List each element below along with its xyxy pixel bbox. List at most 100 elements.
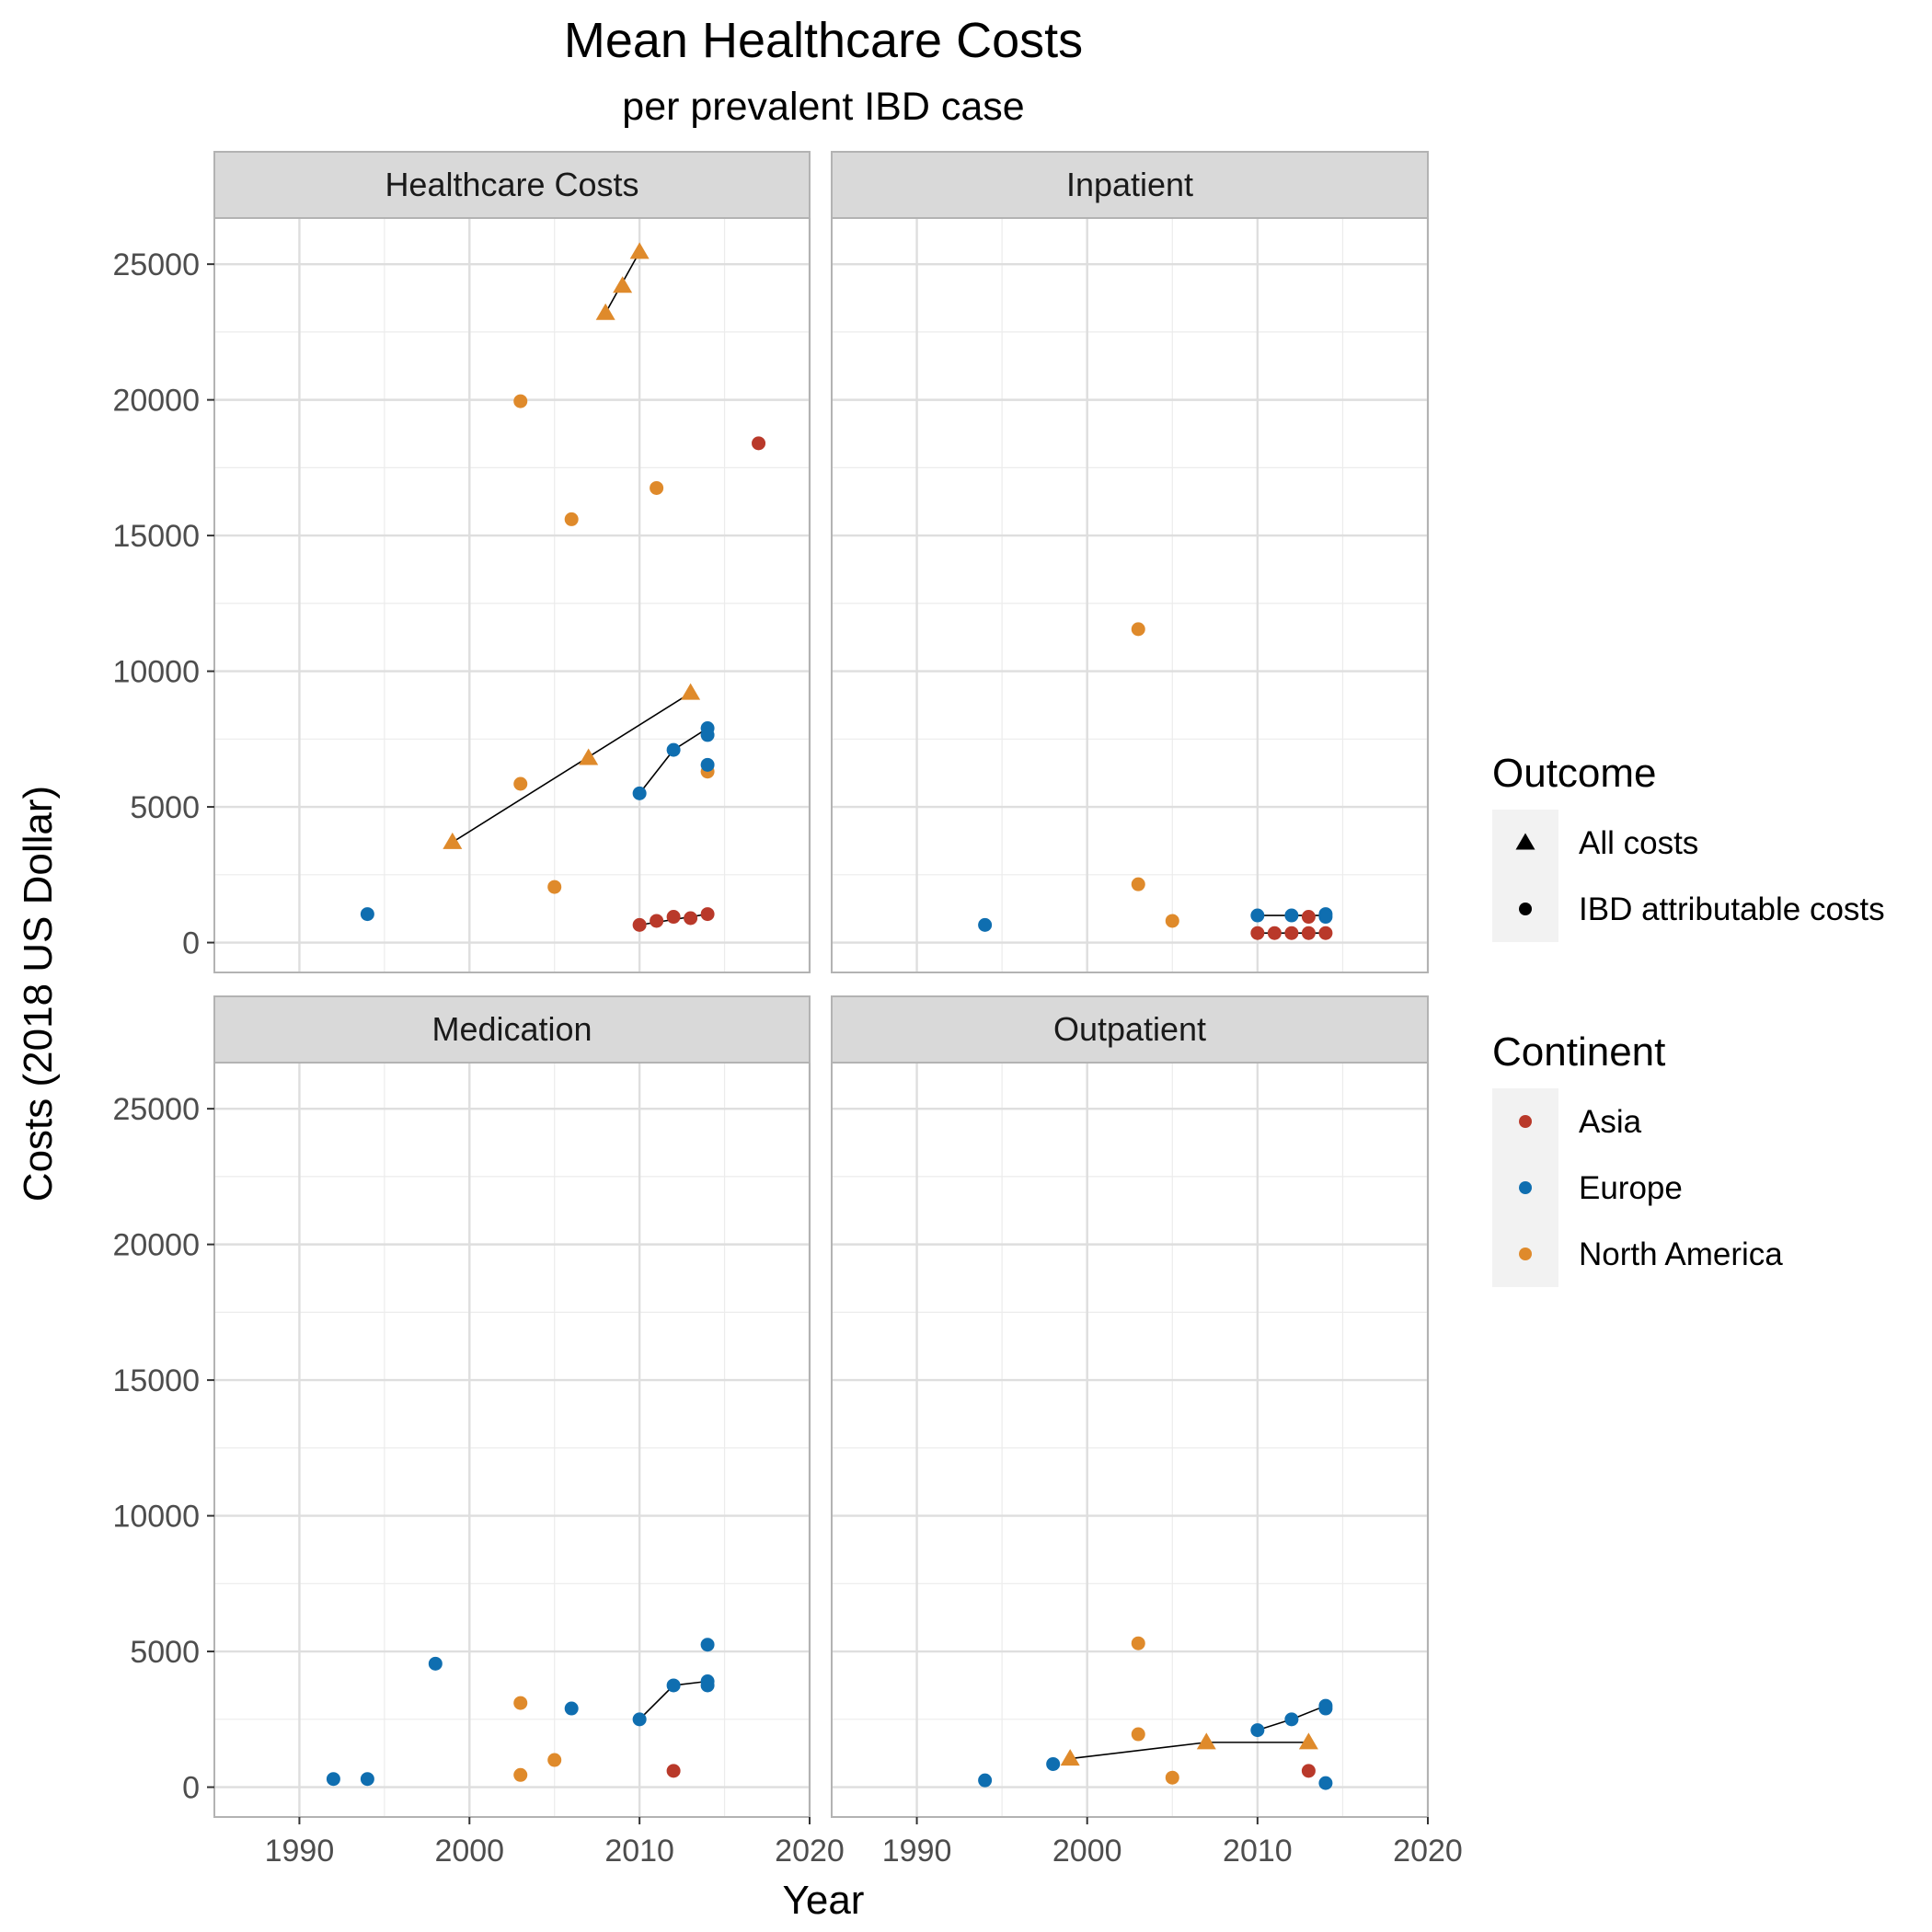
legend-title: Outcome bbox=[1492, 751, 1657, 796]
point-ibd-asia bbox=[632, 917, 647, 932]
point-all-costs-north-america bbox=[1060, 1749, 1080, 1766]
point-ibd-north-america bbox=[547, 880, 562, 894]
point-ibd-asia bbox=[1284, 926, 1299, 940]
legend-circle-symbol bbox=[1519, 1248, 1532, 1260]
point-ibd-north-america bbox=[547, 1753, 562, 1767]
point-ibd-europe bbox=[1250, 1723, 1265, 1738]
panel-border bbox=[213, 1062, 811, 1818]
point-ibd-europe bbox=[360, 907, 374, 922]
point-ibd-north-america bbox=[513, 1767, 528, 1782]
y-tick-label: 10000 bbox=[112, 1500, 200, 1535]
point-ibd-north-america bbox=[1131, 1727, 1145, 1742]
point-ibd-asia bbox=[666, 1764, 681, 1778]
point-all-costs-north-america bbox=[613, 276, 633, 293]
point-all-costs-north-america bbox=[1298, 1732, 1318, 1750]
legend-circle-symbol bbox=[1519, 903, 1532, 915]
point-all-costs-north-america bbox=[443, 832, 463, 849]
panel-background bbox=[214, 218, 810, 972]
y-tick-label: 10000 bbox=[112, 655, 200, 690]
facet-panels: Healthcare Costs 0 5000 10000 15000 20000 2500… bbox=[112, 151, 1463, 1869]
point-ibd-europe bbox=[666, 1678, 681, 1693]
y-tick-label: 0 bbox=[182, 926, 200, 961]
point-ibd-asia bbox=[752, 436, 766, 451]
point-ibd-europe bbox=[564, 1701, 579, 1716]
panel-medication: Medication 0 5000 10000 15000 20000 25000 1990 2… bbox=[112, 995, 845, 1869]
x-tick-label: 2000 bbox=[1052, 1834, 1122, 1869]
legend-label-ibd-attributable-costs: IBD attributable costs bbox=[1579, 891, 1885, 927]
point-ibd-asia bbox=[650, 914, 664, 928]
point-ibd-north-america bbox=[564, 512, 579, 526]
point-ibd-north-america bbox=[1131, 1636, 1145, 1650]
point-ibd-europe bbox=[632, 1712, 647, 1727]
strip-label: Healthcare Costs bbox=[385, 166, 638, 203]
y-tick-label: 15000 bbox=[112, 519, 200, 554]
strip-healthcare-costs bbox=[213, 151, 811, 219]
point-ibd-europe bbox=[1318, 910, 1333, 925]
point-ibd-europe bbox=[978, 917, 993, 932]
point-ibd-europe bbox=[360, 1772, 374, 1787]
legend-title: Continent bbox=[1492, 1029, 1665, 1075]
y-axis-title: Costs (2018 US Dollar) bbox=[16, 786, 61, 1202]
point-ibd-europe bbox=[1318, 1776, 1333, 1790]
connector-line bbox=[452, 692, 692, 844]
y-tick-label: 25000 bbox=[112, 1092, 200, 1127]
point-ibd-asia bbox=[684, 911, 698, 926]
legend-outcome: Outcome All costs IBD attributable costs bbox=[1492, 751, 1885, 942]
x-tick-label: 2010 bbox=[604, 1834, 674, 1869]
point-ibd-europe bbox=[978, 1773, 993, 1788]
x-tick-label: 1990 bbox=[265, 1834, 335, 1869]
point-ibd-north-america bbox=[650, 480, 664, 495]
strip-label: Medication bbox=[431, 1010, 592, 1048]
x-tick-label: 2020 bbox=[775, 1834, 845, 1869]
panel-border bbox=[213, 217, 811, 973]
point-ibd-europe bbox=[1284, 908, 1299, 923]
point-ibd-europe bbox=[428, 1656, 443, 1671]
chart-subtitle: per prevalent IBD case bbox=[622, 85, 1024, 129]
y-tick-label: 5000 bbox=[130, 790, 200, 825]
point-ibd-asia bbox=[1318, 926, 1333, 940]
legend-continent: Continent Asia Europe North America bbox=[1492, 1029, 1783, 1287]
point-ibd-asia bbox=[666, 910, 681, 925]
point-ibd-north-america bbox=[1131, 622, 1145, 637]
point-all-costs-north-america bbox=[595, 303, 615, 320]
panel-background bbox=[832, 218, 1428, 972]
point-ibd-europe bbox=[1046, 1756, 1061, 1771]
y-tick-label: 20000 bbox=[112, 384, 200, 419]
point-ibd-asia bbox=[1267, 926, 1282, 940]
point-ibd-europe bbox=[1284, 1712, 1299, 1727]
point-ibd-north-america bbox=[1165, 914, 1179, 928]
point-ibd-europe bbox=[666, 742, 681, 757]
point-all-costs-north-america bbox=[1196, 1732, 1216, 1750]
panel-background bbox=[214, 1063, 810, 1817]
y-tick-label: 25000 bbox=[112, 247, 200, 282]
point-ibd-north-america bbox=[513, 394, 528, 408]
point-ibd-asia bbox=[1301, 910, 1316, 925]
legend-triangle-symbol bbox=[1515, 833, 1535, 850]
point-ibd-europe bbox=[700, 1678, 715, 1693]
legend-label-europe: Europe bbox=[1579, 1170, 1683, 1206]
panel-border bbox=[831, 217, 1429, 973]
panel-border bbox=[831, 1062, 1429, 1818]
point-ibd-north-america bbox=[513, 776, 528, 791]
point-ibd-europe bbox=[700, 757, 715, 772]
y-tick-label: 15000 bbox=[112, 1363, 200, 1398]
point-ibd-north-america bbox=[513, 1696, 528, 1710]
chart-title: Mean Healthcare Costs bbox=[564, 13, 1083, 68]
x-tick-label: 2010 bbox=[1223, 1834, 1293, 1869]
legend-circle-symbol bbox=[1519, 1115, 1532, 1128]
point-ibd-europe bbox=[700, 728, 715, 742]
point-ibd-asia bbox=[1301, 926, 1316, 940]
strip-label: Inpatient bbox=[1066, 166, 1193, 203]
point-all-costs-north-america bbox=[579, 748, 599, 765]
x-tick-label: 2000 bbox=[434, 1834, 504, 1869]
point-ibd-asia bbox=[1301, 1764, 1316, 1778]
point-ibd-north-america bbox=[1165, 1770, 1179, 1785]
x-tick-label: 2020 bbox=[1393, 1834, 1463, 1869]
legend: Outcome All costs IBD attributable costs Co… bbox=[1492, 751, 1885, 1287]
legend-circle-symbol bbox=[1519, 1181, 1532, 1194]
point-ibd-europe bbox=[632, 786, 647, 800]
point-all-costs-north-america bbox=[629, 242, 650, 259]
point-ibd-europe bbox=[1318, 1701, 1333, 1716]
point-ibd-europe bbox=[700, 1638, 715, 1652]
point-ibd-europe bbox=[1250, 908, 1265, 923]
